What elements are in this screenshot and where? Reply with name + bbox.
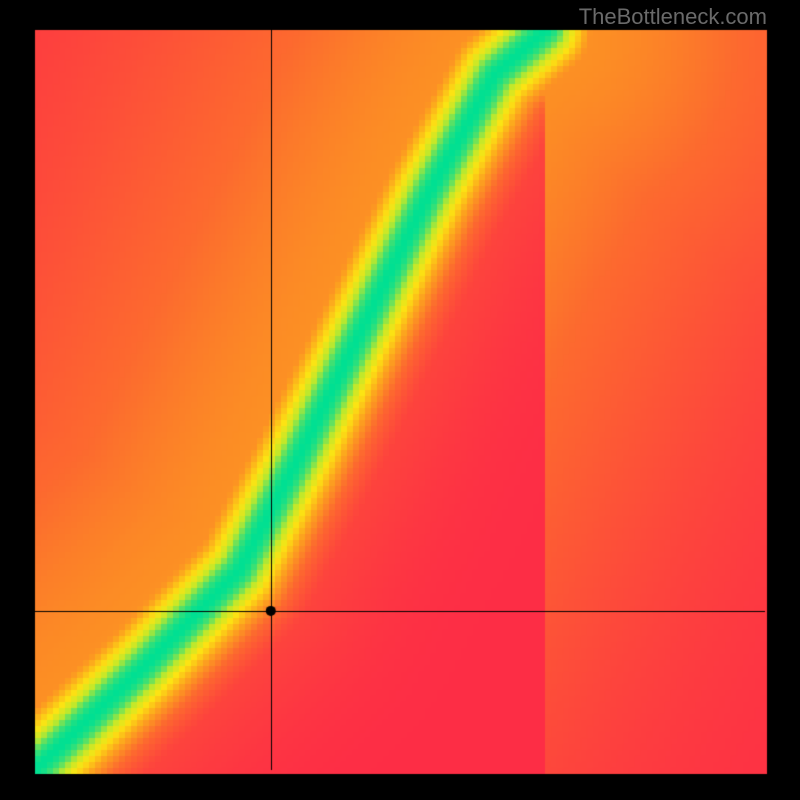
bottleneck-heatmap: TheBottleneck.com [0,0,800,800]
heatmap-canvas [0,0,800,800]
watermark-text: TheBottleneck.com [579,4,767,30]
